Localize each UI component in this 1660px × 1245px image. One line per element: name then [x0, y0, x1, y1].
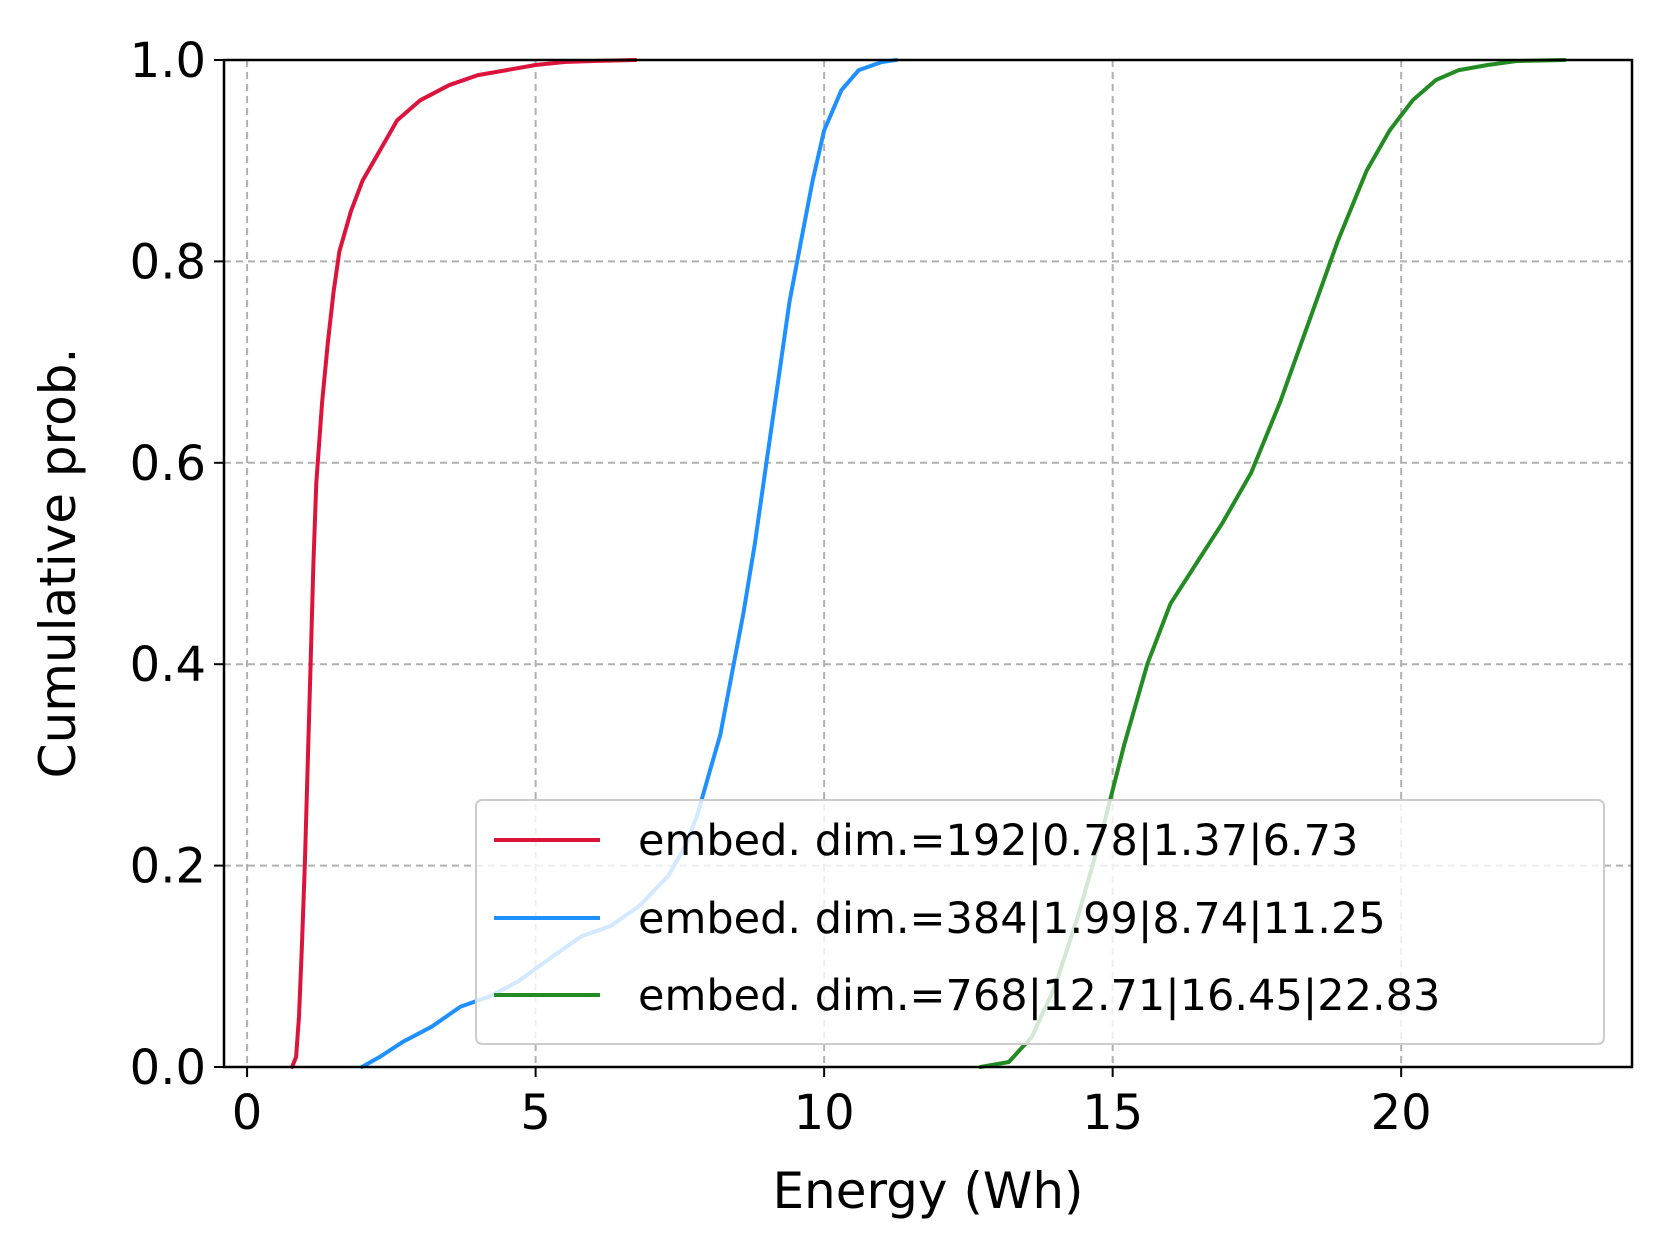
series-line-1	[290, 58, 638, 1069]
y-tick-label: 0.0	[130, 1040, 206, 1096]
plot-frame	[222, 58, 1634, 1069]
legend-label-2: embed. dim.=384|1.99|8.74|11.25	[638, 894, 1386, 944]
x-axis-label: Energy (Wh)	[772, 1162, 1083, 1220]
x-tick-label: 0	[232, 1085, 263, 1141]
y-tick-label: 0.8	[130, 234, 206, 290]
legend: embed. dim.=192|0.78|1.37|6.73 embed. dim…	[475, 799, 1605, 1045]
y-tick-label: 0.2	[130, 839, 206, 895]
x-tick-label: 5	[520, 1085, 551, 1141]
legend-box	[475, 799, 1605, 1045]
x-tick-label: 15	[1082, 1085, 1143, 1141]
legend-label-1: embed. dim.=192|0.78|1.37|6.73	[638, 816, 1358, 866]
y-axis-label: Cumulative prob.	[29, 348, 87, 779]
y-tick-label: 1.0	[130, 33, 206, 89]
legend-label-3: embed. dim.=768|12.71|16.45|22.83	[638, 971, 1440, 1021]
y-tick-label: 0.4	[130, 637, 206, 693]
x-tick-label: 20	[1371, 1085, 1432, 1141]
x-tick-label: 10	[794, 1085, 855, 1141]
y-tick-label: 0.6	[130, 436, 206, 492]
axis-ticks: 0 5 10 15 20 0.0 0.2 0.4 0.6 0.8 1.0	[130, 33, 1432, 1141]
